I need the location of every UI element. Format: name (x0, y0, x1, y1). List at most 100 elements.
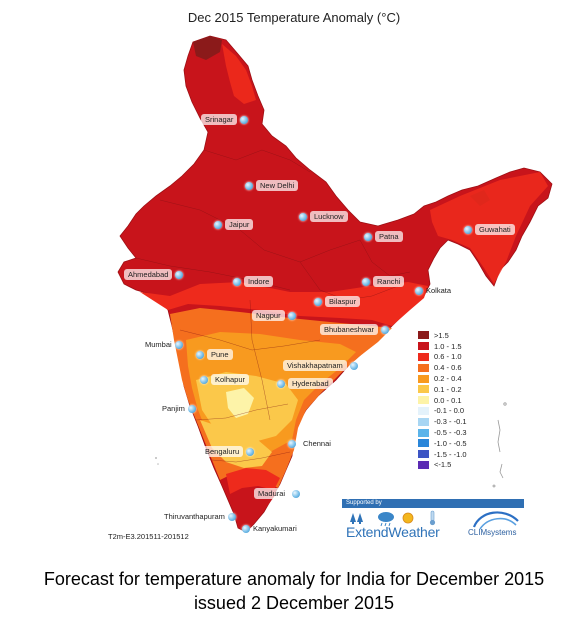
city-marker-icon (175, 270, 184, 279)
city-bilaspur: Bilaspur (314, 296, 361, 307)
legend-item: -0.5 - -0.3 (418, 427, 467, 438)
city-lucknow: Lucknow (299, 211, 348, 222)
city-marker-icon (246, 447, 255, 456)
anomaly-legend: >1.5 1.0 - 1.5 0.6 - 1.0 0.4 - 0.6 0.2 -… (418, 330, 467, 470)
city-madurai: Madurai (254, 488, 301, 499)
legend-swatch (418, 331, 429, 340)
legend-label: 0.2 - 0.4 (434, 374, 462, 384)
city-marker-icon (227, 512, 236, 521)
city-marker-icon (233, 277, 241, 286)
legend-label: -1.5 - -1.0 (434, 449, 467, 459)
city-marker-icon (288, 439, 296, 448)
city-label: Srinagar (201, 114, 238, 125)
city-marker-icon (214, 220, 222, 229)
legend-label: -1.0 - -0.5 (434, 438, 467, 448)
map-title: Dec 2015 Temperature Anomaly (°C) (187, 10, 401, 25)
sponsor-panel: Supported by ExtendWeather CLIMsystems (342, 499, 524, 543)
city-marker-icon (299, 212, 307, 221)
city-label: Chennai (299, 438, 335, 449)
city-new-delhi: New Delhi (245, 180, 299, 191)
legend-item: -0.3 - -0.1 (418, 416, 467, 427)
legend-swatch (418, 363, 429, 372)
legend-item: 0.0 - 0.1 (418, 395, 467, 406)
legend-item: <-1.5 (418, 460, 467, 471)
temperature-arrows-icon (350, 513, 363, 524)
andaman-islands (492, 402, 507, 488)
city-label: Bhubaneshwar (320, 324, 379, 335)
supported-by-label: Supported by (346, 500, 382, 506)
legend-item: -1.0 - -0.5 (418, 438, 467, 449)
anomaly-0.6-south (226, 468, 280, 494)
legend-swatch (418, 428, 429, 437)
city-label: Mumbai (145, 340, 172, 349)
city-label: Panjim (162, 404, 185, 413)
legend-swatch (418, 439, 429, 448)
city-kolkata: Kolkata (415, 286, 451, 295)
climsystems-logo-text: CLIMsystems (468, 528, 517, 537)
caption-line-2: issued 2 December 2015 (193, 593, 395, 613)
anomaly-0.1-karnataka (200, 420, 272, 468)
india-landmass (117, 35, 553, 533)
city-marker-icon (196, 350, 204, 359)
city-label: Kanyakumari (253, 524, 297, 533)
city-marker-icon (245, 181, 253, 190)
legend-swatch (418, 374, 429, 383)
legend-label: 0.4 - 0.6 (434, 363, 462, 373)
legend-item: 1.0 - 1.5 (418, 341, 467, 352)
legend-label: 0.6 - 1.0 (434, 352, 462, 362)
legend-swatch (418, 385, 429, 394)
city-vishakhapatnam: Vishakhapatnam (283, 360, 358, 371)
city-label: Bengaluru (201, 446, 244, 457)
anomaly-0.6-north (222, 44, 256, 104)
city-marker-icon (242, 524, 250, 533)
extendweather-logo-text: ExtendWeather (346, 524, 440, 540)
city-marker-icon (277, 379, 285, 388)
legend-item: >1.5 (418, 330, 467, 341)
city-bengaluru: Bengaluru (201, 446, 255, 457)
city-label: Ranchi (373, 276, 405, 287)
city-label: Nagpur (252, 310, 285, 321)
legend-item: 0.2 - 0.4 (418, 373, 467, 384)
city-marker-icon (362, 277, 370, 286)
city-label: Kolkata (426, 286, 452, 295)
city-label: Hyderabad (288, 378, 333, 389)
city-label: Bilaspur (325, 296, 361, 307)
city-mumbai: Mumbai (145, 340, 183, 349)
anomaly-gt1.5-north (193, 36, 222, 60)
city-marker-icon (349, 361, 358, 370)
caption-line-1: Forecast for temperature anomaly for Ind… (43, 569, 545, 589)
legend-item: -1.5 - -1.0 (418, 449, 467, 460)
city-label: Patna (375, 231, 403, 242)
legend-swatch (418, 352, 429, 361)
city-marker-icon (187, 404, 196, 413)
city-marker-icon (464, 225, 472, 234)
legend-swatch (418, 460, 429, 469)
city-bhubaneshwar: Bhubaneshwar (320, 324, 390, 335)
legend-swatch (418, 417, 429, 426)
city-marker-icon (292, 489, 301, 498)
city-label: Indore (244, 276, 274, 287)
city-marker-icon (200, 375, 208, 384)
city-label: Pune (207, 349, 233, 360)
city-label: Jaipur (225, 219, 254, 230)
legend-label: 1.0 - 1.5 (434, 341, 462, 351)
city-thiruvanthapuram: Thiruvanthapuram (164, 512, 236, 521)
city-guwahati: Guwahati (464, 224, 515, 235)
city-marker-icon (415, 286, 423, 295)
legend-label: 0.0 - 0.1 (434, 395, 462, 405)
city-label: Vishakhapatnam (283, 360, 347, 371)
city-panjim: Panjim (162, 404, 196, 413)
legend-label: <-1.5 (434, 460, 452, 470)
city-marker-icon (240, 115, 249, 124)
rain-cloud-icon (378, 512, 394, 527)
city-hyderabad: Hyderabad (277, 378, 333, 389)
legend-swatch (418, 406, 429, 415)
city-chennai: Chennai (288, 438, 335, 449)
city-srinagar: Srinagar (201, 114, 249, 125)
anomaly-0.6-central (140, 282, 428, 326)
legend-swatch (418, 342, 429, 351)
anomaly-0.0-patch (226, 388, 254, 418)
legend-item: 0.6 - 1.0 (418, 352, 467, 363)
sun-icon (402, 512, 414, 524)
